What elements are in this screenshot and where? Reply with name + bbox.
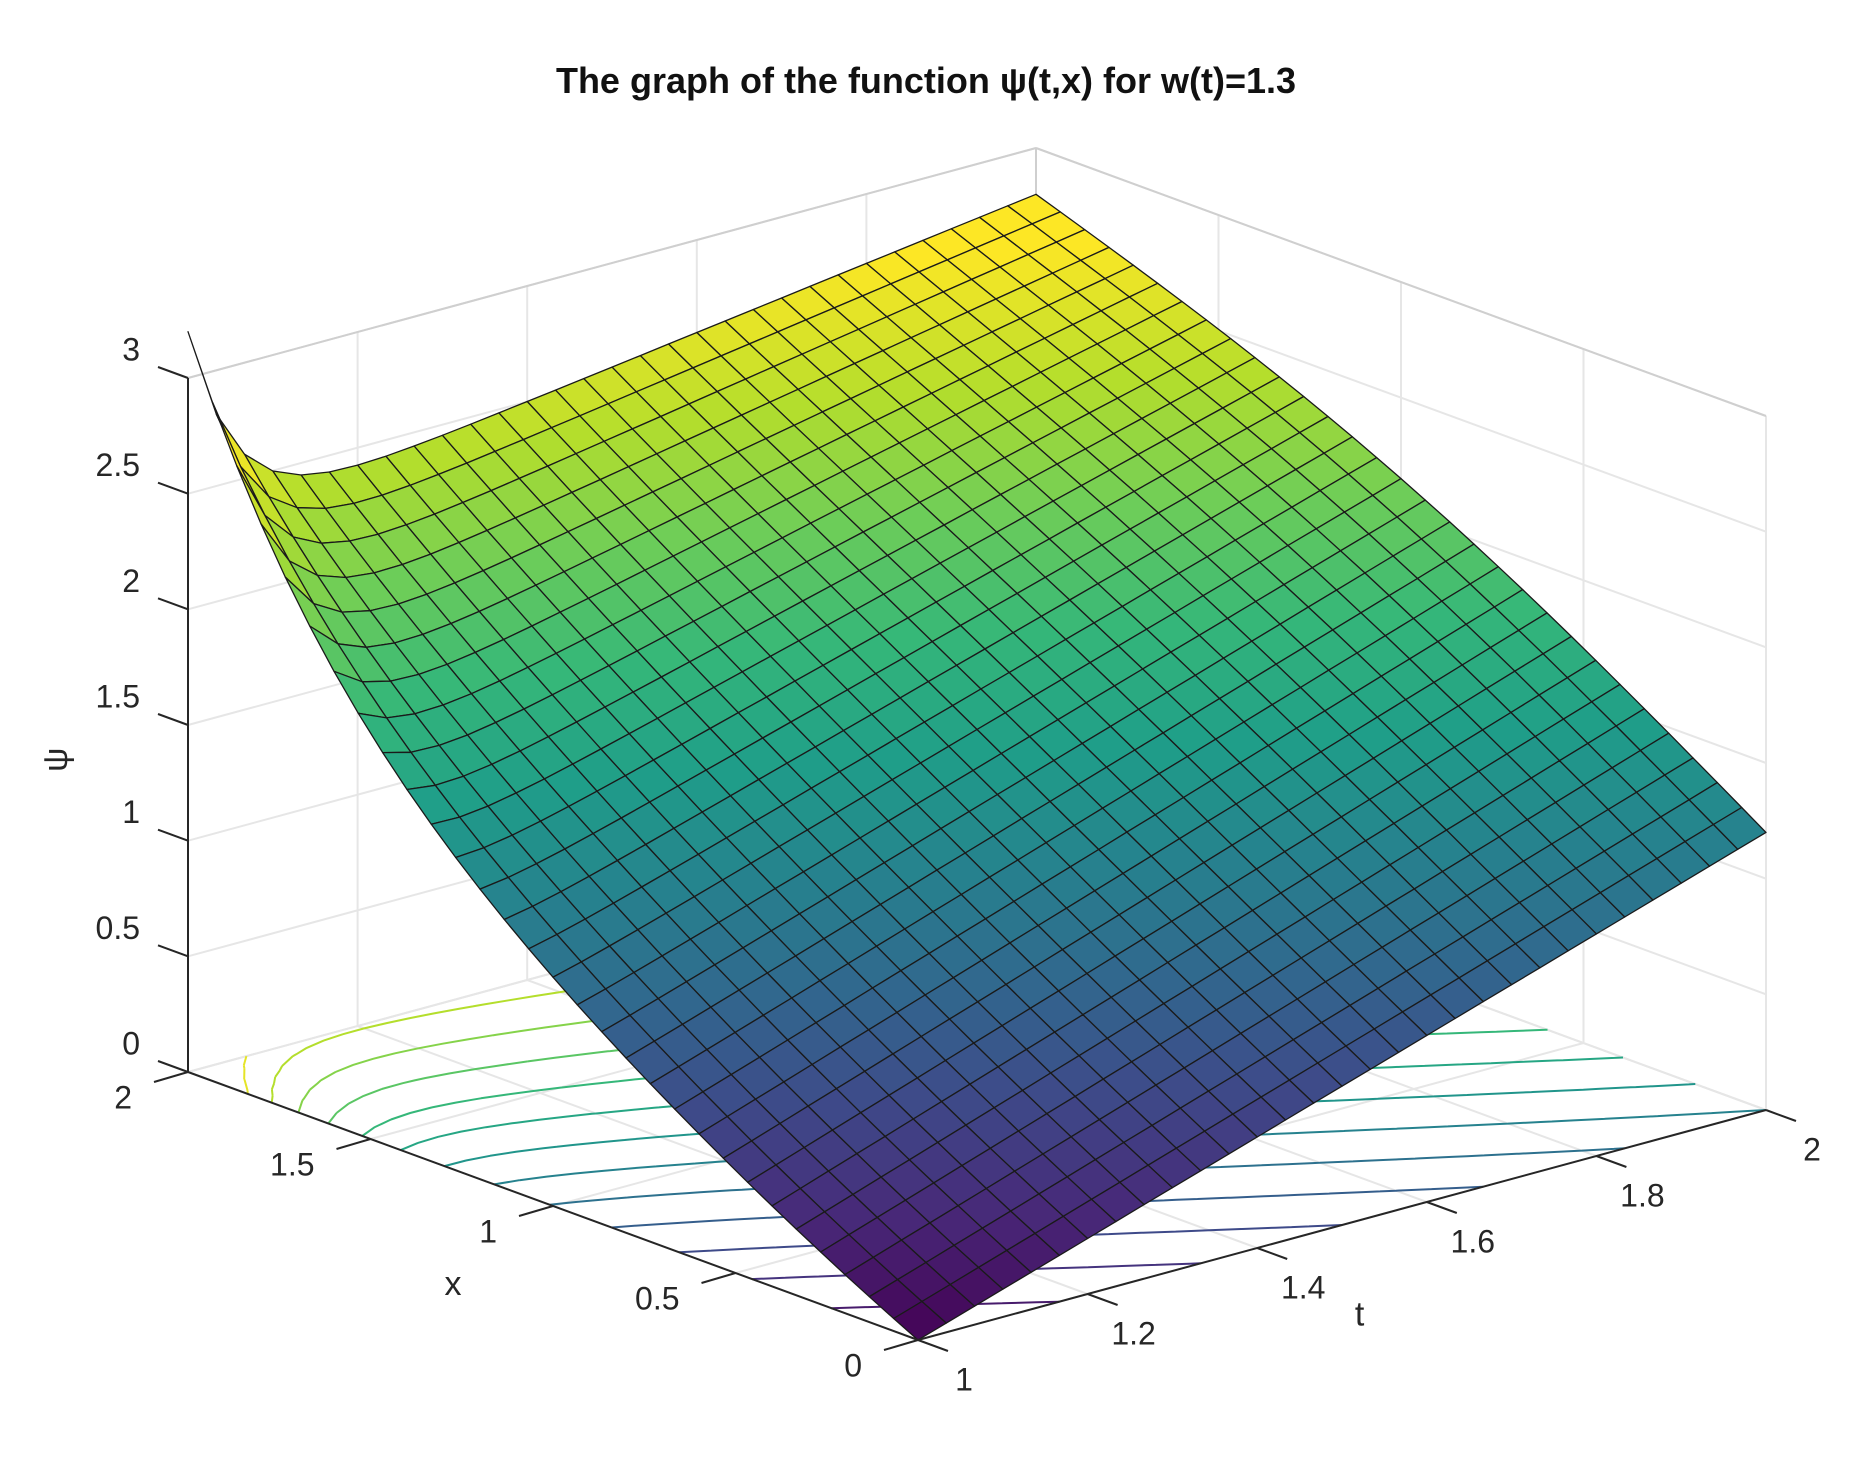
t-axis-label: t bbox=[1355, 1295, 1365, 1333]
x-tick-label: 2 bbox=[114, 1079, 132, 1115]
x-tick bbox=[336, 1138, 371, 1150]
t-tick bbox=[1256, 1247, 1288, 1260]
psi-axis-label: ψ bbox=[37, 748, 75, 772]
x-tick bbox=[518, 1205, 554, 1217]
t-tick-label: 1.6 bbox=[1451, 1223, 1495, 1259]
box-edge bbox=[187, 147, 1037, 379]
chart-title: The graph of the function ψ(t,x) for w(t… bbox=[555, 60, 1297, 101]
t-tick-label: 1.2 bbox=[1111, 1315, 1155, 1351]
psi-tick-label: 1 bbox=[122, 794, 140, 830]
psi-tick bbox=[157, 828, 189, 842]
x-tick bbox=[153, 1071, 189, 1083]
psi-tick bbox=[157, 713, 189, 726]
t-tick bbox=[1087, 1293, 1118, 1306]
psi-tick-label: 0 bbox=[122, 1025, 140, 1061]
psi-tick bbox=[157, 366, 189, 379]
psi-tick-label: 2.5 bbox=[96, 447, 140, 483]
t-tick bbox=[917, 1339, 949, 1352]
t-tick-label: 1.8 bbox=[1620, 1177, 1664, 1213]
x-tick-label: 0.5 bbox=[635, 1280, 679, 1316]
axes bbox=[153, 366, 1797, 1352]
t-axis-line bbox=[917, 1109, 1767, 1341]
psi-tick bbox=[157, 1060, 189, 1073]
x-tick-label: 1.5 bbox=[270, 1146, 314, 1182]
psi-tick-label: 1.5 bbox=[96, 678, 140, 714]
box-edge bbox=[1035, 147, 1767, 417]
psi-tick bbox=[157, 597, 189, 611]
x-tick-label: 1 bbox=[479, 1213, 497, 1249]
t-tick-label: 1.4 bbox=[1281, 1269, 1325, 1305]
psi-tick bbox=[157, 944, 189, 958]
x-tick-label: 0 bbox=[844, 1347, 862, 1383]
t-tick bbox=[1426, 1201, 1458, 1214]
t-tick bbox=[1765, 1109, 1797, 1122]
t-tick-label: 1 bbox=[955, 1361, 973, 1397]
t-tick bbox=[1596, 1155, 1627, 1168]
psi-tick-label: 2 bbox=[122, 563, 140, 599]
axis-labels: 1 1.2 1.4 1.6 1.8 2 0 0.5 1 1.5 2 0 0.5 1 1.5 2 2.5 3 t x ψ bbox=[37, 331, 1821, 1397]
x-tick bbox=[701, 1272, 736, 1284]
psi-tick-label: 3 bbox=[122, 331, 140, 367]
x-axis-label: x bbox=[445, 1265, 462, 1303]
t-tick-label: 2 bbox=[1803, 1131, 1821, 1167]
psi-tick bbox=[157, 481, 189, 495]
x-tick bbox=[883, 1339, 919, 1351]
psi-tick-label: 0.5 bbox=[96, 910, 140, 946]
surface-patch bbox=[893, 1300, 947, 1341]
surface-mesh bbox=[187, 193, 1767, 1341]
